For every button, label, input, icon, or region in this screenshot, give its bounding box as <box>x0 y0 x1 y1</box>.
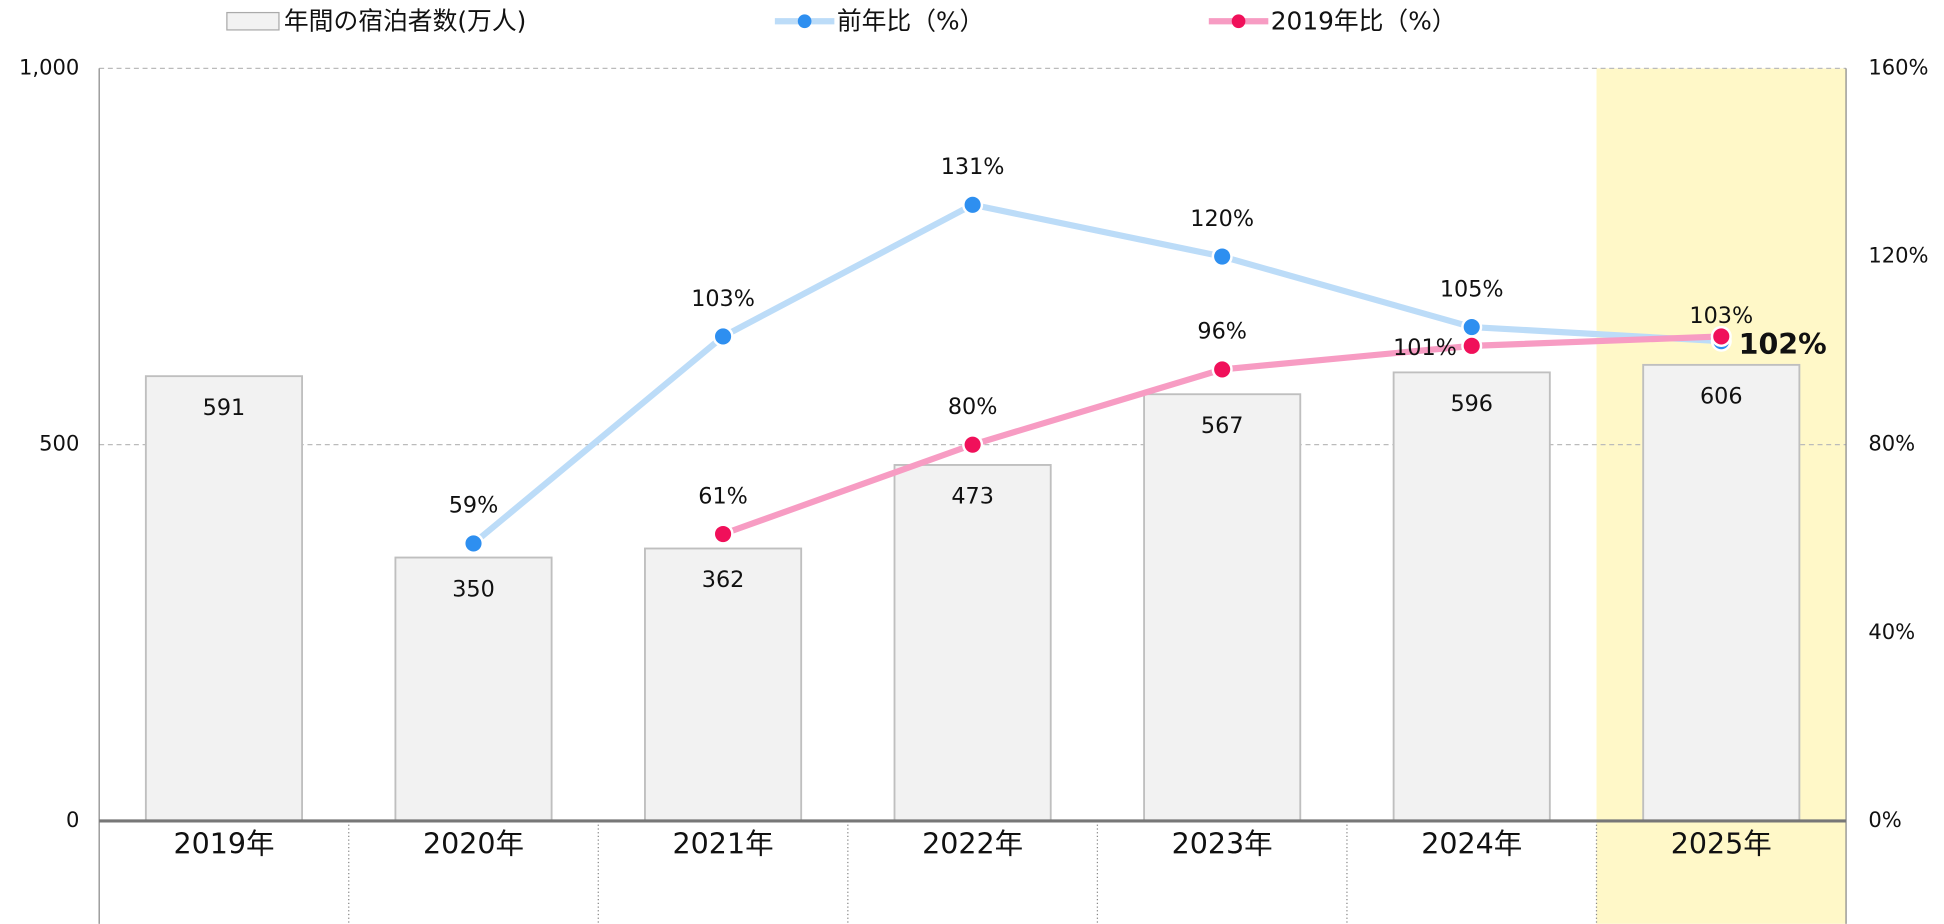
legend-swatch <box>226 11 280 31</box>
line-marker <box>962 434 984 456</box>
line-marker <box>1461 316 1483 338</box>
line-marker <box>462 532 485 554</box>
bar-value-label: 591 <box>203 395 246 421</box>
line-marker <box>1710 325 1732 348</box>
bar-value-label: 567 <box>1201 413 1244 439</box>
bar-value-label: 362 <box>702 567 745 593</box>
line-value-label: 120% <box>1190 206 1254 232</box>
line-marker <box>962 194 984 216</box>
line-value-label: 103% <box>691 286 755 312</box>
line-value-label: 96% <box>1197 319 1247 345</box>
bar <box>1143 393 1302 822</box>
x-tick-label: 2023年 <box>1172 828 1273 861</box>
bar-value-label: 596 <box>1450 391 1493 417</box>
bar-value-label: 606 <box>1700 384 1743 410</box>
line-marker <box>1461 335 1483 357</box>
bar <box>394 556 553 822</box>
x-tick-label: 2025年 <box>1671 828 1772 861</box>
bar <box>1642 363 1801 822</box>
line-marker <box>712 523 734 545</box>
legend-marker <box>797 14 812 29</box>
bar <box>1392 371 1551 822</box>
legend-label: 前年比（%） <box>837 6 984 35</box>
bar-value-label: 473 <box>951 484 994 510</box>
y2-tick-label: 0% <box>1868 807 1901 832</box>
line-value-label: 59% <box>449 493 499 519</box>
y-tick-label: 1,000 <box>19 54 79 79</box>
x-tick-label: 2019年 <box>173 828 274 861</box>
y2-tick-label: 160% <box>1868 54 1928 79</box>
y2-tick-label: 40% <box>1868 619 1915 644</box>
y-tick-label: 500 <box>39 431 79 456</box>
line-marker <box>1211 245 1233 268</box>
line-value-label: 105% <box>1440 276 1504 302</box>
line <box>471 201 1722 546</box>
legend-marker <box>1231 14 1246 29</box>
x-tick-label: 2022年 <box>922 828 1023 861</box>
line-value-label: 80% <box>948 394 998 420</box>
x-tick-label: 2021年 <box>673 828 774 861</box>
line-value-label: 61% <box>698 483 748 509</box>
y2-tick-label: 80% <box>1868 431 1915 456</box>
legend-label: 年間の宿泊者数(万人) <box>284 6 526 35</box>
y-tick-label: 0 <box>66 807 79 832</box>
line-marker <box>1211 358 1233 380</box>
line-marker <box>712 325 734 348</box>
line-value-label: 103% <box>1689 303 1753 329</box>
bar <box>644 547 803 822</box>
line-value-label: 101% <box>1393 335 1457 361</box>
x-tick-label: 2020年 <box>423 828 524 861</box>
bar <box>144 375 303 822</box>
bar-value-label: 350 <box>452 576 495 602</box>
y2-tick-label: 120% <box>1868 243 1928 268</box>
legend-label: 2019年比（%） <box>1271 6 1457 35</box>
bar <box>893 464 1052 822</box>
line-value-label: 102% <box>1739 328 1827 361</box>
line-value-label: 131% <box>941 154 1005 180</box>
x-tick-label: 2024年 <box>1421 828 1522 861</box>
